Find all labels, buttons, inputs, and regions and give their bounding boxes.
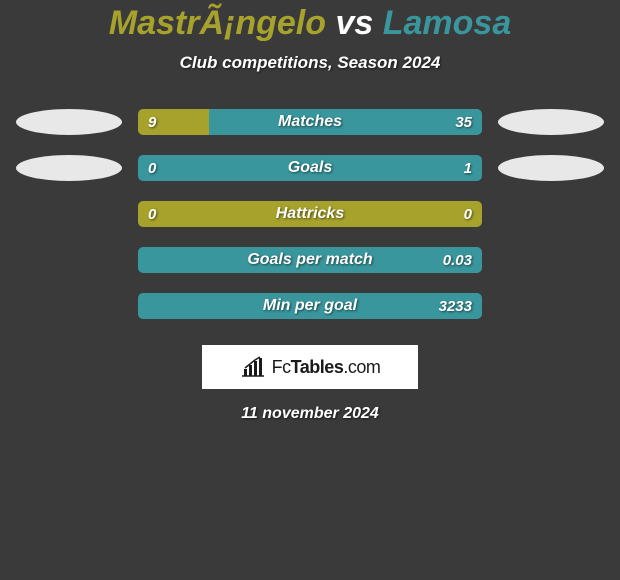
comparison-widget: MastrÃ¡ngelo vs Lamosa Club competitions… (0, 0, 620, 423)
player1-name: MastrÃ¡ngelo (109, 4, 326, 42)
badge-spacer (16, 201, 122, 227)
stat-bar: 0.03Goals per match (138, 247, 482, 273)
player1-badge (16, 155, 122, 181)
stat-row: 0.03Goals per match (0, 247, 620, 273)
stat-row: 01Goals (0, 155, 620, 181)
badge-spacer (16, 293, 122, 319)
stat-bar: 00Hattricks (138, 201, 482, 227)
stat-row: 935Matches (0, 109, 620, 135)
date-text: 11 november 2024 (241, 405, 379, 423)
logo-box[interactable]: FcTables.com (202, 345, 418, 389)
stats-rows: 935Matches 01Goals 00Hattricks 0.03Goals pe… (0, 109, 620, 339)
vs-text: vs (335, 4, 373, 42)
page-title: MastrÃ¡ngelo vs Lamosa (109, 4, 511, 43)
bar-chart-icon (240, 356, 266, 378)
subtitle: Club competitions, Season 2024 (180, 53, 441, 73)
bar-right-fill (209, 109, 482, 135)
player1-badge (16, 109, 122, 135)
stat-row: 00Hattricks (0, 201, 620, 227)
logo-text: FcTables.com (272, 357, 381, 378)
badge-spacer (498, 201, 604, 227)
badge-spacer (498, 247, 604, 273)
stat-row: 3233Min per goal (0, 293, 620, 319)
bar-left-fill (138, 109, 209, 135)
bar-right-fill (138, 247, 482, 273)
player2-badge (498, 155, 604, 181)
stat-bar: 935Matches (138, 109, 482, 135)
stat-bar: 01Goals (138, 155, 482, 181)
stat-bar: 3233Min per goal (138, 293, 482, 319)
bar-left-fill (138, 201, 482, 227)
badge-spacer (16, 247, 122, 273)
bar-right-fill (138, 155, 482, 181)
bar-right-fill (138, 293, 482, 319)
badge-spacer (498, 293, 604, 319)
player2-name: Lamosa (383, 4, 512, 42)
player2-badge (498, 109, 604, 135)
